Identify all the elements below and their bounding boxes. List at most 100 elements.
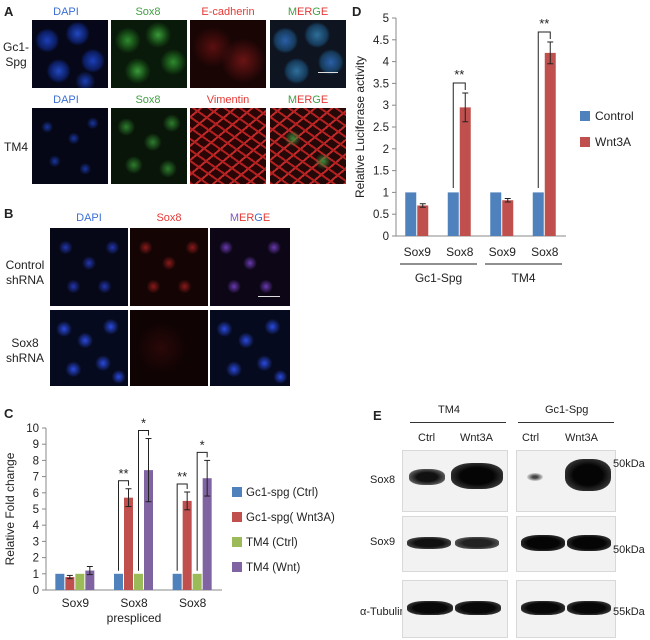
bar	[124, 497, 133, 590]
band	[567, 535, 611, 551]
y-tick-label: 3.5	[373, 78, 389, 90]
significance-bracket	[537, 31, 551, 189]
merge-letter: R	[246, 212, 255, 224]
band	[455, 601, 501, 615]
micrograph-a-gc1-ecadherin	[190, 20, 266, 88]
row-label-line: Gc1-	[2, 40, 29, 54]
significance-bracket	[196, 451, 208, 571]
micrograph-b-control-dapi	[50, 228, 128, 306]
bar	[502, 200, 514, 236]
panel-a-header-ecadherin: E-cadherin	[201, 6, 255, 18]
micrograph-a-tm4-merge	[270, 108, 346, 184]
y-axis-label: Relative Fold change	[3, 452, 17, 565]
merge-letter: M	[287, 94, 297, 106]
bar	[459, 107, 471, 236]
panel-b-header-merge: MERGE	[210, 212, 290, 224]
merge-letter: R	[304, 6, 313, 18]
bar	[134, 573, 143, 590]
bar	[85, 570, 95, 590]
panel-a-header-merge: MERGE	[270, 6, 346, 18]
panel-d-label: D	[352, 4, 362, 19]
blot-row-label-sox9: Sox9	[370, 536, 396, 548]
panel-b-row-label-sox8: Sox8 shRNA	[0, 336, 50, 366]
panel-b-header-dapi: DAPI	[76, 212, 102, 224]
legend-entry: Gc1-spg( Wnt3A)	[246, 512, 335, 524]
legend-entry: Wnt3A	[595, 135, 631, 149]
fold-change-chart: 0 1 2 3 4 5 6 7 8 9 10 Relative Fold change Sox9 Sox8…	[3, 416, 335, 625]
blot-group-tm4-line	[410, 422, 506, 423]
bar	[532, 192, 544, 236]
significance-label: **	[118, 466, 128, 481]
significance-label: **	[454, 67, 464, 82]
panel-e-label: E	[373, 408, 382, 423]
y-tick-label: 1	[383, 187, 389, 199]
y-tick-label: 6	[33, 488, 39, 500]
bar	[55, 573, 65, 590]
significance-label: *	[200, 437, 205, 452]
panel-c-label: C	[4, 406, 14, 421]
row-label-line: TM4	[4, 140, 28, 154]
y-tick-label: 5	[33, 504, 39, 516]
blot-row-label-sox8: Sox8	[370, 474, 396, 486]
bar	[65, 577, 75, 590]
bar	[544, 52, 556, 236]
bar	[75, 573, 85, 590]
luciferase-chart: 0 0.5 1 1.5 2 2.5 3 3.5 4 4.5 5 Relative Luciferase…	[353, 13, 634, 285]
legend-swatch	[580, 111, 590, 121]
row-label-line: Spg	[5, 55, 27, 69]
blot-size-tubulin: 55kDa	[613, 606, 645, 618]
legend-swatch	[580, 137, 590, 147]
merge-letter: R	[304, 94, 313, 106]
micrograph-b-sox8-dapi	[50, 310, 128, 386]
row-label-line: Control	[5, 258, 45, 272]
x-tick-label: Sox8	[446, 245, 474, 259]
y-tick-label: 0	[383, 231, 389, 243]
bar	[114, 573, 123, 590]
x-tick-label: Sox8	[531, 245, 559, 259]
micrograph-a-gc1-dapi	[32, 20, 108, 88]
micrograph-a-gc1-sox8	[111, 20, 187, 88]
band	[407, 537, 451, 549]
bar	[490, 192, 502, 236]
panel-a-label: A	[4, 4, 14, 19]
merge-letter: E	[320, 94, 329, 106]
blot-size-sox9: 50kDa	[613, 544, 645, 556]
significance-label: **	[539, 16, 549, 31]
micrograph-a-tm4-sox8	[111, 108, 187, 184]
blot-sox9-tm4	[402, 516, 508, 572]
panel-a-header-sox8-2: Sox8	[135, 94, 161, 106]
band	[407, 601, 453, 615]
x-tick-label: prespliced	[107, 611, 162, 625]
micrograph-a-tm4-vimentin	[190, 108, 266, 184]
micrograph-a-gc1-merge	[270, 20, 346, 88]
scale-bar	[258, 296, 280, 297]
band	[521, 601, 565, 615]
panel-a-header-merge-2: MERGE	[270, 94, 346, 106]
legend-entry: Control	[595, 109, 634, 123]
y-tick-label: 8	[33, 455, 39, 467]
bar	[182, 500, 192, 590]
legend-swatch	[232, 512, 242, 522]
y-axis-label: Relative Luciferase activity	[353, 56, 367, 198]
x-tick-label: Sox9	[489, 245, 517, 259]
significance-label: *	[141, 416, 146, 431]
scale-bar	[318, 72, 338, 73]
row-label-line: shRNA	[5, 273, 44, 287]
merge-letter: G	[254, 212, 263, 224]
group-label: TM4	[512, 271, 536, 285]
x-tick-label: Sox9	[62, 596, 90, 610]
blot-tubulin-gc1	[516, 580, 616, 638]
micrograph-b-control-sox8	[130, 228, 208, 306]
bar	[192, 573, 202, 590]
merge-letter: E	[262, 212, 271, 224]
panel-a-row-label-tm4: TM4	[0, 140, 32, 155]
panel-b-row-label-control: Control shRNA	[0, 258, 50, 288]
band	[521, 535, 565, 551]
significance-bracket	[176, 483, 188, 571]
blot-sox8-gc1	[516, 450, 616, 512]
significance-bracket	[138, 430, 149, 571]
y-tick-label: 7	[33, 472, 39, 484]
legend-entry: Gc1-spg (Ctrl)	[246, 487, 318, 499]
bar	[417, 205, 429, 236]
merge-letter: E	[320, 6, 329, 18]
